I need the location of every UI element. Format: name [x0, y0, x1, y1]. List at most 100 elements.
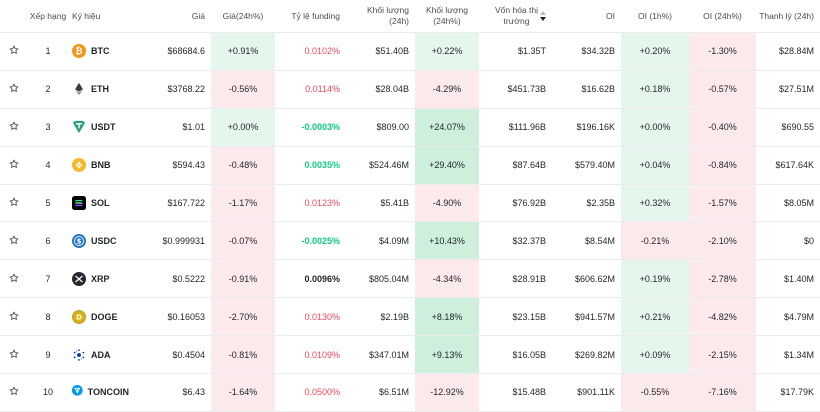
table-row[interactable]: 7 XRP $0.5222 -0.91% 0.0096% $805.04M -4.34% $2…: [0, 259, 820, 299]
favorite-cell[interactable]: [0, 259, 28, 299]
funding-cell: -0.0003%: [275, 108, 346, 147]
table-row[interactable]: 1 ₿ BTC $68684.6 +0.91% 0.0102% $51.40B +0.22% $…: [0, 32, 820, 71]
symbol-label[interactable]: SOL: [91, 198, 110, 208]
table-row[interactable]: 9 ADA $0.4504 -0.81% 0.0109% $347.01M +9.13% $1…: [0, 335, 820, 375]
oi-cell: $269.82M: [552, 335, 621, 375]
sort-icon[interactable]: [540, 11, 546, 21]
favorite-cell[interactable]: [0, 146, 28, 185]
ada-icon: [72, 348, 86, 362]
star-icon[interactable]: [9, 121, 19, 131]
volume-change-cell: +29.40%: [415, 146, 479, 185]
symbol-cell[interactable]: ADA: [68, 335, 135, 375]
rank-cell: 8: [28, 297, 68, 337]
oi-1h-cell: +0.00%: [621, 108, 689, 147]
symbol-label[interactable]: BTC: [91, 46, 110, 57]
volume-cell: $4.09M: [346, 221, 415, 261]
star-icon[interactable]: [9, 83, 19, 93]
oi-1h-column-header[interactable]: OI (1h%): [621, 0, 689, 33]
rank-column-header[interactable]: Xếp hạng: [28, 0, 68, 33]
usdt-icon: [72, 120, 86, 134]
price-change-cell: -0.56%: [211, 70, 275, 109]
rank-cell: 4: [28, 146, 68, 185]
mcap-cell: $451.73B: [479, 70, 552, 109]
favorite-cell[interactable]: [0, 70, 28, 109]
volume-column-header[interactable]: Khối lượng (24h): [346, 0, 415, 33]
oi-24h-cell: -0.40%: [689, 108, 756, 147]
star-icon[interactable]: [9, 273, 19, 283]
table-row[interactable]: 10 TONCOIN $6.43 -1.64% 0.0500% $6.51M -12.92%…: [0, 373, 820, 412]
mcap-cell: $87.64B: [479, 146, 552, 185]
price-change-column-header[interactable]: Giá(24h%): [211, 0, 275, 33]
symbol-cell[interactable]: $ USDC: [68, 221, 135, 261]
favorite-cell[interactable]: [0, 373, 28, 412]
oi-column-header[interactable]: OI: [552, 0, 621, 33]
table-row[interactable]: 2 ETH $3768.22 -0.56% 0.0114% $28.04B -4.29% $4…: [0, 70, 820, 109]
symbol-cell[interactable]: SOL: [68, 184, 135, 223]
liquidation-column-header[interactable]: Thanh lý (24h): [756, 0, 820, 33]
volume-cell: $524.46M: [346, 146, 415, 185]
symbol-label[interactable]: ADA: [91, 349, 111, 360]
funding-cell: 0.0109%: [275, 335, 346, 375]
oi-1h-cell: +0.09%: [621, 335, 689, 375]
oi-24h-cell: -7.16%: [689, 373, 756, 412]
table-row[interactable]: 6 $ USDC $0.999931 -0.07% -0.0025% $4.09M +10.4…: [0, 221, 820, 261]
oi-24h-column-header[interactable]: OI (24h%): [689, 0, 756, 33]
symbol-label[interactable]: BNB: [91, 160, 111, 171]
favorite-cell[interactable]: [0, 335, 28, 375]
star-icon[interactable]: [9, 311, 19, 321]
symbol-label[interactable]: DOGE: [91, 311, 118, 322]
table-row[interactable]: 8 D DOGE $0.16053 -2.70% 0.0130% $2.19B +8.18% $…: [0, 297, 820, 337]
symbol-cell[interactable]: BNB: [68, 146, 135, 185]
star-icon[interactable]: [9, 349, 19, 359]
liquidation-cell: $617.64K: [756, 146, 820, 185]
volume-change-cell: -12.92%: [415, 373, 479, 412]
oi-24h-cell: -2.78%: [689, 259, 756, 299]
symbol-label[interactable]: USDC: [91, 235, 117, 246]
symbol-cell[interactable]: USDT: [68, 108, 135, 147]
star-icon[interactable]: [9, 197, 19, 207]
xrp-icon: [72, 271, 86, 286]
funding-cell: -0.0025%: [275, 221, 346, 261]
rank-cell: 7: [28, 259, 68, 299]
volume-cell: $2.19B: [346, 297, 415, 337]
favorite-cell[interactable]: [0, 221, 28, 261]
symbol-label[interactable]: XRP: [91, 273, 110, 284]
table-row[interactable]: 3 USDT $1.01 +0.00% -0.0003% $809.00 +24.07% $1…: [0, 108, 820, 147]
oi-cell: $196.16K: [552, 108, 621, 147]
rank-cell: 9: [28, 335, 68, 375]
star-icon[interactable]: [9, 235, 19, 245]
volume-cell: $809.00: [346, 108, 415, 147]
favorite-cell[interactable]: [0, 32, 28, 71]
price-column-header[interactable]: Giá: [135, 0, 211, 33]
symbol-cell[interactable]: TONCOIN: [68, 373, 135, 412]
oi-1h-cell: -0.21%: [621, 221, 689, 261]
symbol-label[interactable]: TONCOIN: [87, 387, 129, 398]
mcap-cell: $76.92B: [479, 184, 552, 223]
favorite-cell[interactable]: [0, 297, 28, 337]
favorite-cell[interactable]: [0, 108, 28, 147]
table-row[interactable]: 5 SOL $167.722 -1.17% 0.0123% $5.41B -4.90% $76…: [0, 184, 820, 223]
funding-column-header[interactable]: Tỷ lệ funding: [275, 0, 346, 33]
favorite-cell[interactable]: [0, 184, 28, 223]
star-icon[interactable]: [9, 386, 19, 396]
symbol-cell[interactable]: XRP: [68, 259, 135, 299]
header-row: Xếp hạng Ký hiệu Giá Giá(24h%) Tỷ lệ fun…: [0, 0, 820, 33]
symbol-cell[interactable]: D DOGE: [68, 297, 135, 337]
svg-text:D: D: [76, 313, 82, 321]
symbol-label[interactable]: USDT: [91, 122, 116, 133]
symbol-column-header[interactable]: Ký hiệu: [68, 0, 135, 33]
mcap-column-header[interactable]: Vốn hóa thị trường: [479, 0, 552, 33]
price-cell: $594.43: [135, 146, 211, 185]
star-icon[interactable]: [9, 45, 19, 55]
symbol-cell[interactable]: ₿ BTC: [68, 32, 135, 71]
price-cell: $0.5222: [135, 259, 211, 299]
oi-1h-cell: +0.19%: [621, 259, 689, 299]
oi-24h-cell: -4.82%: [689, 297, 756, 337]
star-icon[interactable]: [9, 159, 19, 169]
symbol-cell[interactable]: ETH: [68, 70, 135, 109]
symbol-label[interactable]: ETH: [91, 84, 109, 95]
table-row[interactable]: 4 BNB $594.43 -0.48% 0.0035% $524.46M +29.40% $…: [0, 146, 820, 185]
volume-change-column-header[interactable]: Khối lượng (24h%): [415, 0, 479, 33]
liquidation-cell: $27.51M: [756, 70, 820, 109]
